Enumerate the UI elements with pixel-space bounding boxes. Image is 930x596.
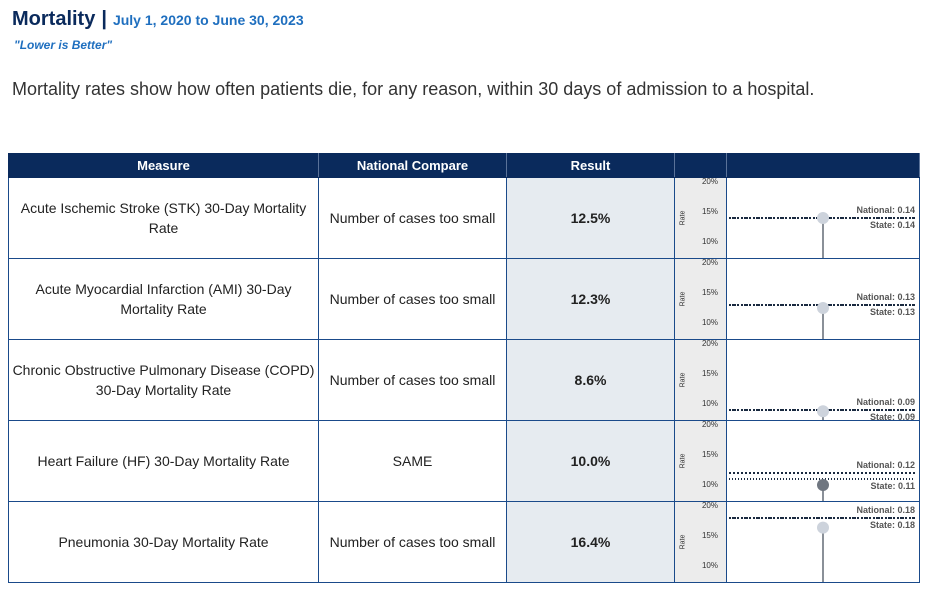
measure-name: Pneumonia 30-Day Mortality Rate (8, 501, 319, 583)
rate-chart-svg (729, 517, 915, 582)
axis-tick-label: 20% (701, 339, 718, 348)
rate-axis-label: Rate (679, 372, 687, 388)
measure-name: Heart Failure (HF) 30-Day Mortality Rate (8, 420, 319, 502)
measure-name: Chronic Obstructive Pulmonary Disease (C… (8, 339, 319, 421)
table-row: Acute Ischemic Stroke (STK) 30-Day Morta… (8, 177, 920, 259)
state-rate-label: State: 0.11 (870, 481, 915, 491)
rate-chart-svg (729, 405, 915, 420)
national-compare-value: Number of cases too small (318, 339, 507, 421)
axis-tick-label: 20% (701, 177, 718, 186)
national-rate-label: National: 0.12 (856, 460, 915, 470)
rate-chart-svg (729, 472, 915, 501)
axis-tick-label: 10% (701, 318, 718, 327)
rate-axis-label: Rate (679, 291, 687, 307)
national-compare-value: Number of cases too small (318, 177, 507, 259)
rate-axis-label: Rate (679, 534, 687, 550)
result-value: 8.6% (506, 339, 675, 421)
axis-tick-label: 20% (701, 258, 718, 267)
national-rate-label: National: 0.14 (856, 205, 915, 215)
column-header-national-compare: National Compare (318, 153, 507, 178)
section-header: Mortality | July 1, 2020 to June 30, 2023 (12, 8, 304, 31)
rate-axis-label: Rate (679, 210, 687, 226)
section-title: Mortality (12, 8, 96, 30)
lower-is-better-note: "Lower is Better" (14, 38, 113, 52)
rate-chart-svg (729, 302, 915, 339)
rate-comparison-chart: National: 0.13 State: 0.13 (726, 258, 920, 340)
result-point (817, 302, 829, 314)
axis-tick-label: 20% (701, 501, 718, 510)
national-compare-value: Number of cases too small (318, 258, 507, 340)
national-compare-value: SAME (318, 420, 507, 502)
state-rate-label: State: 0.18 (869, 520, 915, 530)
national-rate-label: National: 0.09 (856, 397, 915, 407)
axis-tick-label: 10% (701, 480, 718, 489)
table-row: Heart Failure (HF) 30-Day Mortality Rate… (8, 420, 920, 502)
rate-comparison-chart: National: 0.09 State: 0.09 (726, 339, 920, 422)
state-rate-label: State: 0.14 (869, 220, 915, 230)
axis-tick-label: 20% (701, 420, 718, 429)
rate-axis: Rate 20% 15% 10% (674, 420, 727, 502)
national-rate-label: National: 0.13 (856, 292, 915, 302)
rate-comparison-chart: National: 0.12 State: 0.11 (726, 420, 920, 502)
result-value: 12.5% (506, 177, 675, 259)
date-range: July 1, 2020 to June 30, 2023 (112, 12, 304, 28)
measure-name: Acute Myocardial Infarction (AMI) 30-Day… (8, 258, 319, 340)
state-rate-label: State: 0.09 (869, 412, 915, 422)
axis-tick-label: 15% (701, 207, 718, 216)
column-header-measure: Measure (8, 153, 319, 178)
axis-tick-label: 10% (701, 237, 718, 246)
national-rate-label: National: 0.18 (856, 505, 915, 515)
rate-axis: Rate 20% 15% 10% (674, 501, 727, 583)
axis-tick-label: 10% (701, 561, 718, 570)
axis-tick-label: 15% (701, 288, 718, 297)
rate-axis: Rate 20% 15% 10% (674, 339, 727, 421)
result-point (817, 521, 829, 534)
table-header-row: Measure National Compare Result (8, 153, 920, 178)
result-point (817, 212, 829, 224)
table-row: Chronic Obstructive Pulmonary Disease (C… (8, 339, 920, 422)
result-point (817, 479, 829, 491)
rate-chart-svg (729, 212, 915, 258)
column-header-chart (726, 153, 920, 178)
rate-axis-label: Rate (679, 453, 687, 469)
table-row: Acute Myocardial Infarction (AMI) 30-Day… (8, 258, 920, 340)
result-value: 10.0% (506, 420, 675, 502)
axis-tick-label: 10% (701, 399, 718, 408)
column-header-axis (674, 153, 727, 178)
column-header-result: Result (506, 153, 675, 178)
rate-axis: Rate 20% 15% 10% (674, 177, 727, 259)
mortality-table: Measure National Compare Result Acute Is… (8, 153, 920, 583)
axis-tick-label: 15% (701, 369, 718, 378)
table-row: Pneumonia 30-Day Mortality Rate Number of… (8, 501, 920, 583)
rate-comparison-chart: National: 0.14 State: 0.14 (726, 177, 920, 259)
national-compare-value: Number of cases too small (318, 501, 507, 583)
rate-comparison-chart: National: 0.18 State: 0.18 (726, 501, 920, 583)
section-description: Mortality rates show how often patients … (12, 79, 815, 99)
title-separator: | (101, 8, 107, 30)
axis-tick-label: 15% (701, 531, 718, 540)
rate-axis: Rate 20% 15% 10% (674, 258, 727, 340)
result-value: 12.3% (506, 258, 675, 340)
state-rate-label: State: 0.13 (869, 307, 915, 317)
axis-tick-label: 15% (701, 450, 718, 459)
result-value: 16.4% (506, 501, 675, 583)
result-point (817, 405, 829, 418)
measure-name: Acute Ischemic Stroke (STK) 30-Day Morta… (8, 177, 319, 259)
